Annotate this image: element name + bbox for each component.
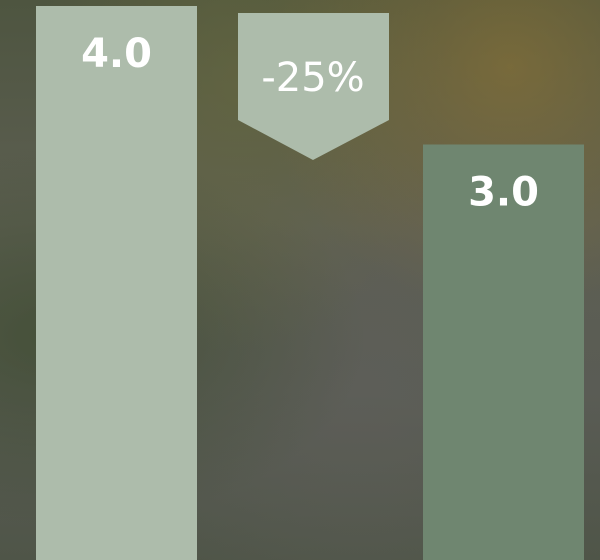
- change-badge: [238, 13, 389, 160]
- value-label: 4.0: [81, 31, 152, 77]
- value-label: 3.0: [468, 170, 539, 216]
- change-annotation: -25%: [261, 55, 364, 101]
- bar: [423, 144, 584, 560]
- bar: [36, 6, 197, 560]
